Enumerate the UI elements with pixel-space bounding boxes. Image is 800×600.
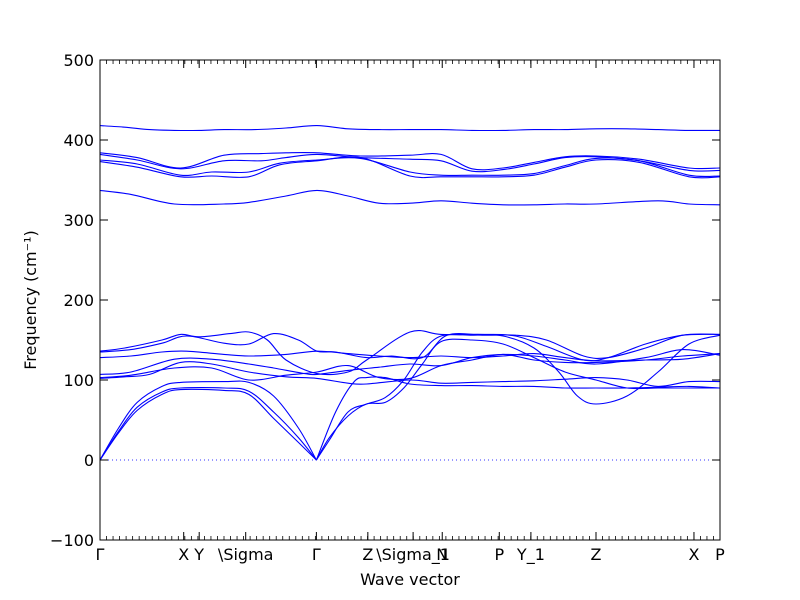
band-12 [99, 361, 721, 387]
band-9 [99, 350, 721, 362]
x-tick-label: Γ [96, 545, 105, 564]
y-tick-label: 100 [63, 371, 94, 390]
y-tick-label: 300 [63, 211, 94, 230]
band-14 [99, 387, 317, 461]
x-tick-label: Y [193, 545, 204, 564]
band-1 [99, 125, 721, 132]
band-16 [315, 376, 721, 461]
y-tick-label: −100 [50, 531, 94, 550]
y-tick-label: 400 [63, 131, 94, 150]
band-2 [99, 151, 721, 171]
band-5 [99, 156, 721, 179]
x-axis-label: Wave vector [360, 570, 460, 589]
x-tick-label: Y_1 [516, 545, 545, 565]
band-11 [99, 353, 721, 381]
band-18 [315, 338, 720, 461]
band-13 [99, 380, 317, 461]
band-15 [99, 388, 317, 461]
x-tick-label: \Sigma_1 [376, 545, 450, 565]
band-8 [99, 333, 721, 360]
x-tick-label: Z [591, 545, 602, 564]
band-4 [99, 157, 721, 178]
band-3 [99, 153, 721, 173]
x-tick-label: Z [362, 545, 373, 564]
x-tick-label: \Sigma [218, 545, 274, 564]
x-tick-label: P [494, 545, 504, 564]
x-tick-label: X [178, 545, 189, 564]
y-tick-label: 200 [63, 291, 94, 310]
y-tick-label: 500 [63, 51, 94, 70]
x-tick-label: N [436, 545, 448, 564]
x-tick-label: X [688, 545, 699, 564]
series-layer [99, 125, 721, 461]
plot-frame [99, 59, 721, 541]
y-axis-label: Frequency (cm⁻¹) [21, 230, 40, 369]
y-tick-label: 0 [84, 451, 94, 470]
x-tick-label: P [715, 545, 725, 564]
x-tick-label: Γ [312, 545, 321, 564]
x-ticks: Γ X Y \Sigma Γ Z \Sigma_1N P Y_1 Z X P [96, 60, 725, 565]
band-6 [99, 189, 721, 206]
y-ticks: −100 0 100 200 300 400 500 [50, 51, 720, 550]
band-10 [99, 349, 721, 376]
